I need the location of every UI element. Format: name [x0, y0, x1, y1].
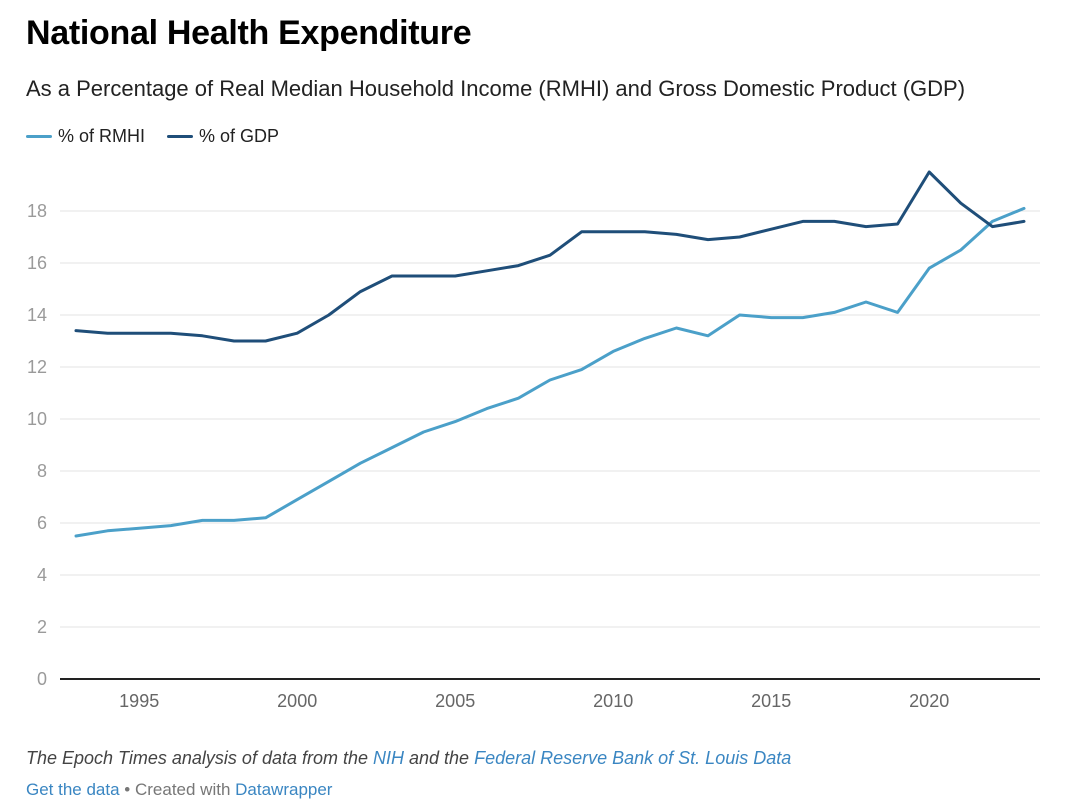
fred-link[interactable]: Federal Reserve Bank of St. Louis Data — [474, 748, 792, 768]
x-tick-label: 2005 — [435, 691, 475, 711]
series-line-rmhi — [74, 206, 1026, 538]
x-axis-ticks: 1995 2000 2005 2010 2015 2020 — [119, 691, 949, 711]
x-tick-label: 2010 — [593, 691, 633, 711]
source-text: The Epoch Times analysis of data from th… — [26, 748, 374, 768]
get-the-data-link[interactable]: Get the data — [26, 780, 120, 799]
y-tick-label: 14 — [27, 305, 47, 325]
y-tick-label: 2 — [37, 617, 47, 637]
y-tick-label: 0 — [37, 669, 47, 689]
footer-links: Get the data • Created with Datawrapper — [26, 780, 332, 800]
gridlines — [60, 210, 1040, 628]
source-text-mid: and the — [404, 748, 475, 768]
y-tick-label: 4 — [37, 565, 47, 585]
x-tick-label: 2000 — [277, 691, 317, 711]
legend-label-rmhi: % of RMHI — [58, 126, 146, 146]
legend-swatch-gdp — [167, 135, 194, 138]
y-tick-label: 18 — [27, 201, 47, 221]
legend-swatch-rmhi — [26, 135, 52, 138]
nih-link[interactable]: NIH — [373, 748, 405, 768]
y-tick-label: 12 — [27, 357, 47, 377]
legend: % of RMHI % of GDP — [26, 126, 301, 147]
legend-label-gdp: % of GDP — [199, 126, 280, 146]
line-chart: 0 2 4 6 8 10 12 14 16 18 1995 2000 2005 2010 2015 2020 — [27, 170, 1040, 711]
x-tick-label: 2020 — [909, 691, 949, 711]
footer-separator: • Created with — [119, 780, 236, 799]
x-tick-label: 1995 — [119, 691, 159, 711]
y-tick-label: 16 — [27, 253, 47, 273]
datawrapper-link[interactable]: Datawrapper — [235, 780, 333, 799]
y-tick-label: 8 — [37, 461, 47, 481]
y-axis-ticks: 0 2 4 6 8 10 12 14 16 18 — [27, 201, 47, 689]
chart-title: National Health Expenditure — [26, 14, 472, 52]
chart-subtitle: As a Percentage of Real Median Household… — [26, 76, 966, 101]
source-note: The Epoch Times analysis of data from th… — [26, 748, 791, 769]
legend-item-gdp: % of GDP — [167, 126, 279, 147]
legend-item-rmhi: % of RMHI — [26, 126, 145, 147]
series-lines — [74, 170, 1026, 538]
y-tick-label: 10 — [27, 409, 47, 429]
x-tick-label: 2015 — [751, 691, 791, 711]
y-tick-label: 6 — [37, 513, 47, 533]
series-line-gdp — [74, 170, 1026, 343]
